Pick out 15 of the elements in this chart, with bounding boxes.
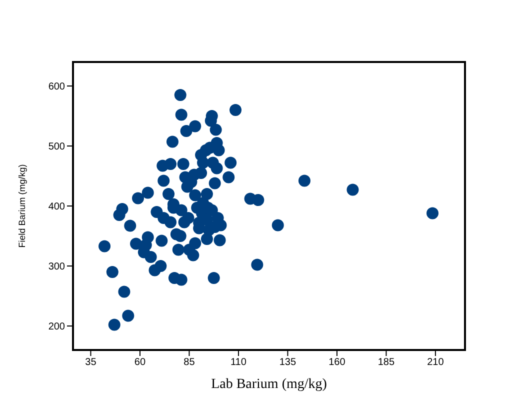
y-tick-label: 300 bbox=[48, 262, 66, 273]
x-axis-title: Lab Barium (mg/kg) bbox=[211, 377, 328, 392]
x-tick-label: 135 bbox=[279, 357, 296, 368]
y-tick-label: 600 bbox=[48, 82, 66, 93]
x-tick-label: 160 bbox=[328, 357, 346, 368]
x-tick-label: 185 bbox=[378, 357, 395, 368]
y-tick-label: 200 bbox=[48, 322, 66, 333]
x-tick-label: 35 bbox=[85, 357, 97, 368]
x-tick-label: 210 bbox=[427, 357, 444, 368]
x-tick-label: 60 bbox=[134, 357, 146, 368]
y-tick-label: 400 bbox=[48, 202, 66, 213]
y-axis-title: Field Barium (mg/kg) bbox=[17, 164, 28, 248]
y-tick-label: 500 bbox=[48, 142, 66, 153]
x-tick-label: 110 bbox=[230, 357, 247, 368]
x-tick-label: 85 bbox=[184, 357, 196, 368]
